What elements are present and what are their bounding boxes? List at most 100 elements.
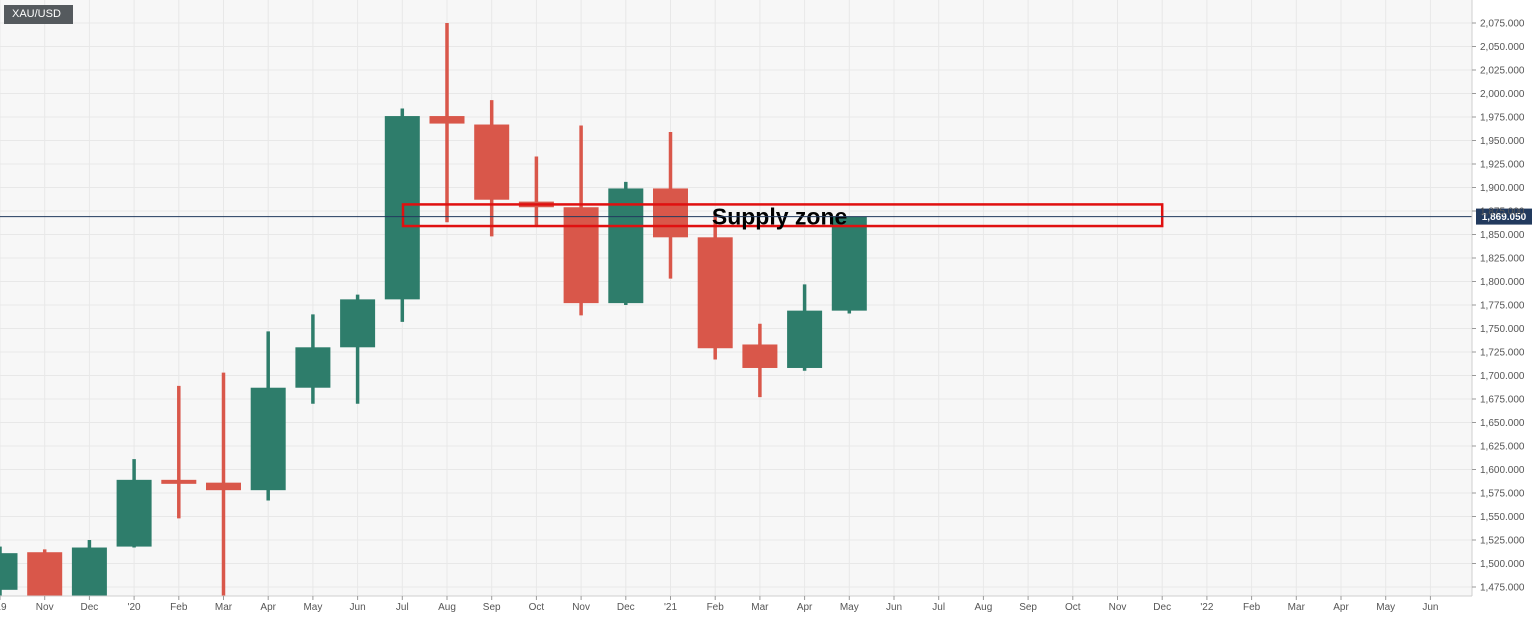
candle-jun-2020 bbox=[340, 294, 376, 404]
y-tick-label: 1,600.000 bbox=[1480, 465, 1525, 476]
current-price-label: 1,869.050 bbox=[1482, 212, 1527, 223]
y-tick-label: 1,850.000 bbox=[1480, 230, 1525, 241]
x-tick-label: Oct bbox=[1065, 602, 1081, 613]
y-tick-label: 1,650.000 bbox=[1480, 418, 1525, 429]
candle-body bbox=[742, 344, 778, 368]
supply-zone-box bbox=[401, 203, 1164, 228]
grid-lines bbox=[0, 0, 1472, 596]
x-tick-label: Oct bbox=[529, 602, 545, 613]
candle-body bbox=[206, 482, 241, 491]
x-tick-label: Feb bbox=[1243, 602, 1261, 613]
y-tick-label: 1,725.000 bbox=[1480, 348, 1525, 359]
y-tick-label: 1,550.000 bbox=[1480, 512, 1525, 523]
y-tick-label: 1,575.000 bbox=[1480, 489, 1525, 500]
y-tick-label: 1,625.000 bbox=[1480, 442, 1525, 453]
x-tick-label: Mar bbox=[215, 602, 233, 613]
candle-dec-2020 bbox=[608, 181, 644, 305]
y-tick-label: 2,075.000 bbox=[1480, 19, 1525, 30]
price-axis[interactable]: 1,475.000 1,500.000 1,525.000 1,550.000 1,57… bbox=[1471, 0, 1525, 596]
candle-body bbox=[831, 216, 867, 311]
current-price-badge bbox=[1476, 208, 1532, 225]
candle-body bbox=[295, 347, 331, 388]
x-tick-label: Dec bbox=[617, 602, 635, 613]
x-tick-label: '19 bbox=[0, 602, 7, 613]
x-tick-label: May bbox=[1376, 602, 1395, 613]
candle-nov-2019 bbox=[27, 549, 63, 596]
candle-mar-2020 bbox=[206, 372, 241, 596]
y-tick-label: 2,050.000 bbox=[1480, 42, 1525, 53]
x-tick-label: Nov bbox=[572, 602, 590, 613]
x-tick-label: Apr bbox=[260, 602, 276, 613]
x-tick-label: '21 bbox=[664, 602, 677, 613]
x-tick-label: May bbox=[303, 602, 322, 613]
x-tick-label: Jun bbox=[1422, 602, 1438, 613]
y-tick-label: 1,950.000 bbox=[1480, 136, 1525, 147]
x-tick-label: Jun bbox=[350, 602, 366, 613]
y-tick-label: 1,750.000 bbox=[1480, 324, 1525, 335]
x-tick-label: Aug bbox=[438, 602, 456, 613]
candle-dec-2019 bbox=[71, 540, 107, 596]
candle-feb-2020 bbox=[161, 385, 197, 519]
x-tick-label: Apr bbox=[1333, 602, 1349, 613]
candle-body bbox=[653, 188, 688, 238]
candle-body bbox=[161, 479, 197, 484]
y-tick-label: 1,925.000 bbox=[1480, 160, 1525, 171]
y-tick-label: 2,000.000 bbox=[1480, 89, 1525, 100]
candle-body bbox=[0, 553, 18, 590]
candle-nov-2020 bbox=[563, 125, 599, 316]
candle-feb-2021 bbox=[697, 213, 733, 360]
current-price-line: 1,869.050 bbox=[0, 208, 1532, 225]
candle-oct-2019 bbox=[0, 546, 18, 596]
x-tick-label: Feb bbox=[170, 602, 188, 613]
x-tick-label: May bbox=[840, 602, 859, 613]
candle-aug-2020 bbox=[429, 23, 465, 223]
candle-jan-2020 bbox=[116, 459, 152, 548]
x-tick-label: Nov bbox=[1109, 602, 1127, 613]
candle-body bbox=[340, 299, 376, 348]
x-tick-label: Mar bbox=[1288, 602, 1306, 613]
y-tick-label: 1,900.000 bbox=[1480, 183, 1525, 194]
candle-body bbox=[697, 237, 733, 349]
y-tick-label: 1,775.000 bbox=[1480, 301, 1525, 312]
x-tick-label: Nov bbox=[36, 602, 54, 613]
candle-mar-2021 bbox=[742, 323, 778, 398]
y-tick-label: 2,025.000 bbox=[1480, 66, 1525, 77]
y-tick-label: 1,675.000 bbox=[1480, 395, 1525, 406]
y-tick-label: 1,875.000 bbox=[1480, 207, 1525, 218]
candle-sep-2020 bbox=[474, 100, 510, 237]
x-tick-label: Jun bbox=[886, 602, 902, 613]
candle-body bbox=[474, 124, 510, 200]
x-tick-label: '22 bbox=[1200, 602, 1213, 613]
candle-body bbox=[608, 188, 644, 304]
y-tick-label: 1,500.000 bbox=[1480, 559, 1525, 570]
candle-body bbox=[250, 387, 286, 491]
y-tick-label: 1,800.000 bbox=[1480, 277, 1525, 288]
candle-body bbox=[116, 479, 152, 547]
y-tick-label: 1,700.000 bbox=[1480, 371, 1525, 382]
symbol-badge: XAU/USD bbox=[4, 5, 73, 24]
candle-apr-2021 bbox=[787, 284, 823, 371]
candle-may-2021 bbox=[831, 216, 867, 314]
candle-body bbox=[563, 207, 599, 304]
y-tick-label: 1,475.000 bbox=[1480, 583, 1525, 594]
x-tick-label: Mar bbox=[751, 602, 769, 613]
candle-apr-2020 bbox=[250, 331, 286, 501]
candle-body bbox=[787, 310, 823, 368]
candle-body bbox=[27, 552, 63, 596]
candles bbox=[0, 23, 867, 596]
x-tick-label: Dec bbox=[1153, 602, 1171, 613]
candle-may-2020 bbox=[295, 314, 331, 404]
x-tick-label: Sep bbox=[1019, 602, 1037, 613]
x-tick-label: Feb bbox=[707, 602, 725, 613]
candle-body bbox=[429, 116, 465, 124]
y-tick-label: 1,525.000 bbox=[1480, 536, 1525, 547]
x-tick-label: Jul bbox=[396, 602, 409, 613]
x-tick-label: Aug bbox=[975, 602, 993, 613]
time-axis[interactable]: '19 Nov Dec '20 Feb Mar Apr May Jun Jul Aug Sep Oct N… bbox=[0, 595, 1472, 613]
candle-body bbox=[71, 547, 107, 596]
x-tick-label: Sep bbox=[483, 602, 501, 613]
x-tick-label: Apr bbox=[797, 602, 813, 613]
x-tick-label: '20 bbox=[128, 602, 141, 613]
